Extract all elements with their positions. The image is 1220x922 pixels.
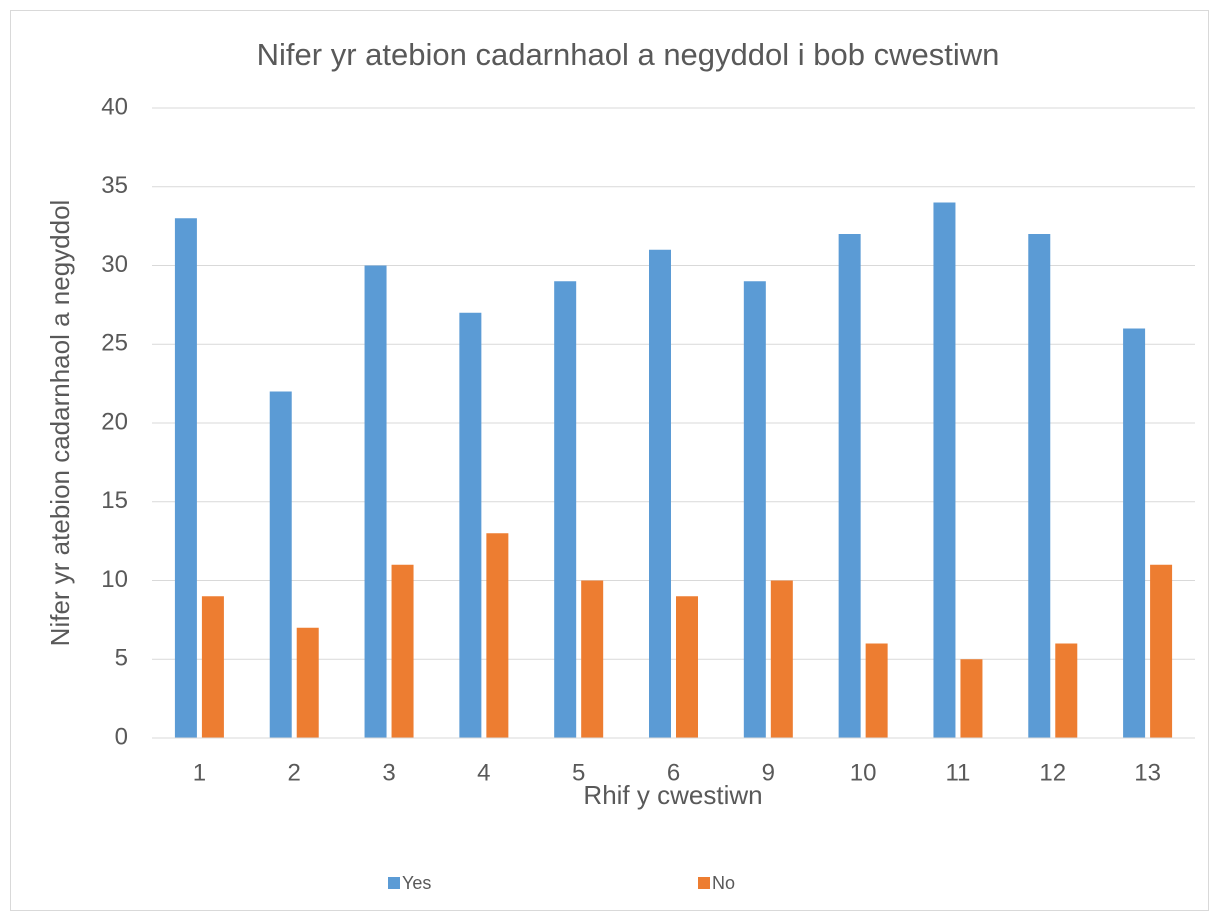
x-tick-label: 2: [288, 759, 301, 786]
x-tick-label: 3: [382, 759, 395, 786]
bar: [554, 281, 577, 738]
y-tick-label: 40: [101, 93, 128, 120]
bar: [459, 312, 482, 738]
bar: [1123, 328, 1146, 738]
y-tick-label: 5: [115, 645, 128, 672]
bar: [201, 596, 224, 738]
bar: [581, 580, 604, 738]
y-tick-label: 10: [101, 566, 128, 593]
bar: [364, 265, 387, 738]
y-tick-label: 20: [101, 408, 128, 435]
bar: [1028, 234, 1051, 738]
bar: [933, 202, 956, 738]
chart-border: [10, 10, 1209, 911]
y-tick-label: 30: [101, 251, 128, 278]
bar: [865, 643, 888, 738]
bar: [770, 580, 793, 738]
bar: [676, 596, 698, 738]
legend-label: No: [712, 873, 735, 893]
x-axis-title: Rhif y cwestiwn: [583, 780, 762, 810]
chart-title: Nifer yr atebion cadarnhaol a negyddol i…: [257, 37, 1000, 72]
x-tick-label: 5: [572, 759, 585, 786]
bar: [743, 281, 766, 738]
y-tick-label: 0: [115, 723, 128, 750]
y-tick-label: 15: [101, 487, 128, 514]
x-tick-label: 12: [1039, 759, 1066, 786]
bar: [486, 533, 509, 738]
x-tick-label: 1: [193, 759, 206, 786]
x-tick-label: 4: [477, 759, 490, 786]
legend-swatch: [698, 877, 710, 889]
x-tick-label: 11: [945, 759, 970, 786]
bar: [296, 627, 319, 738]
bar: [960, 659, 983, 738]
x-tick-label: 10: [850, 759, 877, 786]
bar: [1055, 643, 1078, 738]
legend-swatch: [388, 877, 400, 889]
bar: [1150, 564, 1173, 738]
x-tick-label: 6: [667, 759, 680, 786]
y-axis-title: Nifer yr atebion cadarnhaol a negyddol: [45, 200, 75, 647]
bar: [649, 249, 671, 738]
y-tick-label: 25: [101, 330, 128, 357]
y-tick-label: 35: [101, 172, 128, 199]
x-tick-label: 9: [762, 759, 775, 786]
bar: [269, 391, 292, 738]
legend-label: Yes: [402, 873, 431, 893]
bar: [174, 218, 197, 738]
bar: [838, 234, 861, 738]
bar: [391, 564, 414, 738]
x-tick-label: 13: [1134, 759, 1161, 786]
